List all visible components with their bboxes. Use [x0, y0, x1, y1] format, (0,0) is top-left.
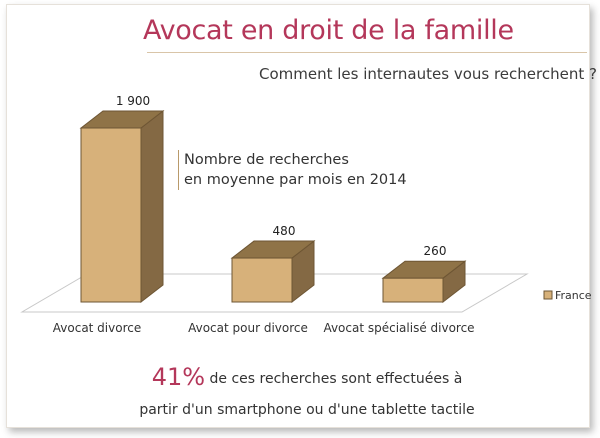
title-underline: [147, 52, 587, 53]
chart-annotation: Nombre de recherches en moyenne par mois…: [178, 150, 407, 190]
annotation-line-1: Nombre de recherches: [184, 152, 349, 168]
legend-label: France: [555, 289, 592, 302]
footer-line-1: 41% de ces recherches sont effectuées à: [7, 363, 600, 391]
bar-3: [381, 260, 467, 304]
bar-value-label: 260: [424, 244, 447, 258]
annotation-line-2: en moyenne par mois en 2014: [184, 172, 407, 188]
legend: France: [543, 289, 592, 302]
footer-percentage: 41%: [151, 363, 206, 391]
bar-chart: 1 900 480 260 Avocat divorce Avocat pour di…: [20, 94, 592, 335]
category-labels: Avocat divorce Avocat pour divorce Avocat …: [53, 321, 475, 335]
bar-2: [230, 240, 316, 304]
chart-subtitle: Comment les internautes vous recherchent…: [259, 65, 597, 83]
category-label: Avocat spécialisé divorce: [323, 321, 474, 335]
legend-swatch: [543, 290, 553, 300]
category-label: Avocat divorce: [53, 321, 141, 335]
bar-value-label: 1 900: [116, 94, 150, 108]
chart-card: Avocat en droit de la famille Comment le…: [6, 4, 597, 428]
category-label: Avocat pour divorce: [188, 321, 308, 335]
footer-line-1-text: de ces recherches sont effectuées à: [209, 371, 463, 387]
footer-line-2: partir d'un smartphone ou d'une tablette…: [139, 402, 475, 418]
chart-title: Avocat en droit de la famille: [143, 15, 514, 46]
bar-front: [80, 127, 142, 303]
bar-side: [140, 109, 164, 304]
bar-value-label: 480: [273, 224, 296, 238]
bar-1: [79, 109, 165, 304]
bar-front: [382, 277, 444, 303]
bars-group: 1 900 480 260: [79, 94, 467, 304]
bar-front: [231, 257, 293, 303]
